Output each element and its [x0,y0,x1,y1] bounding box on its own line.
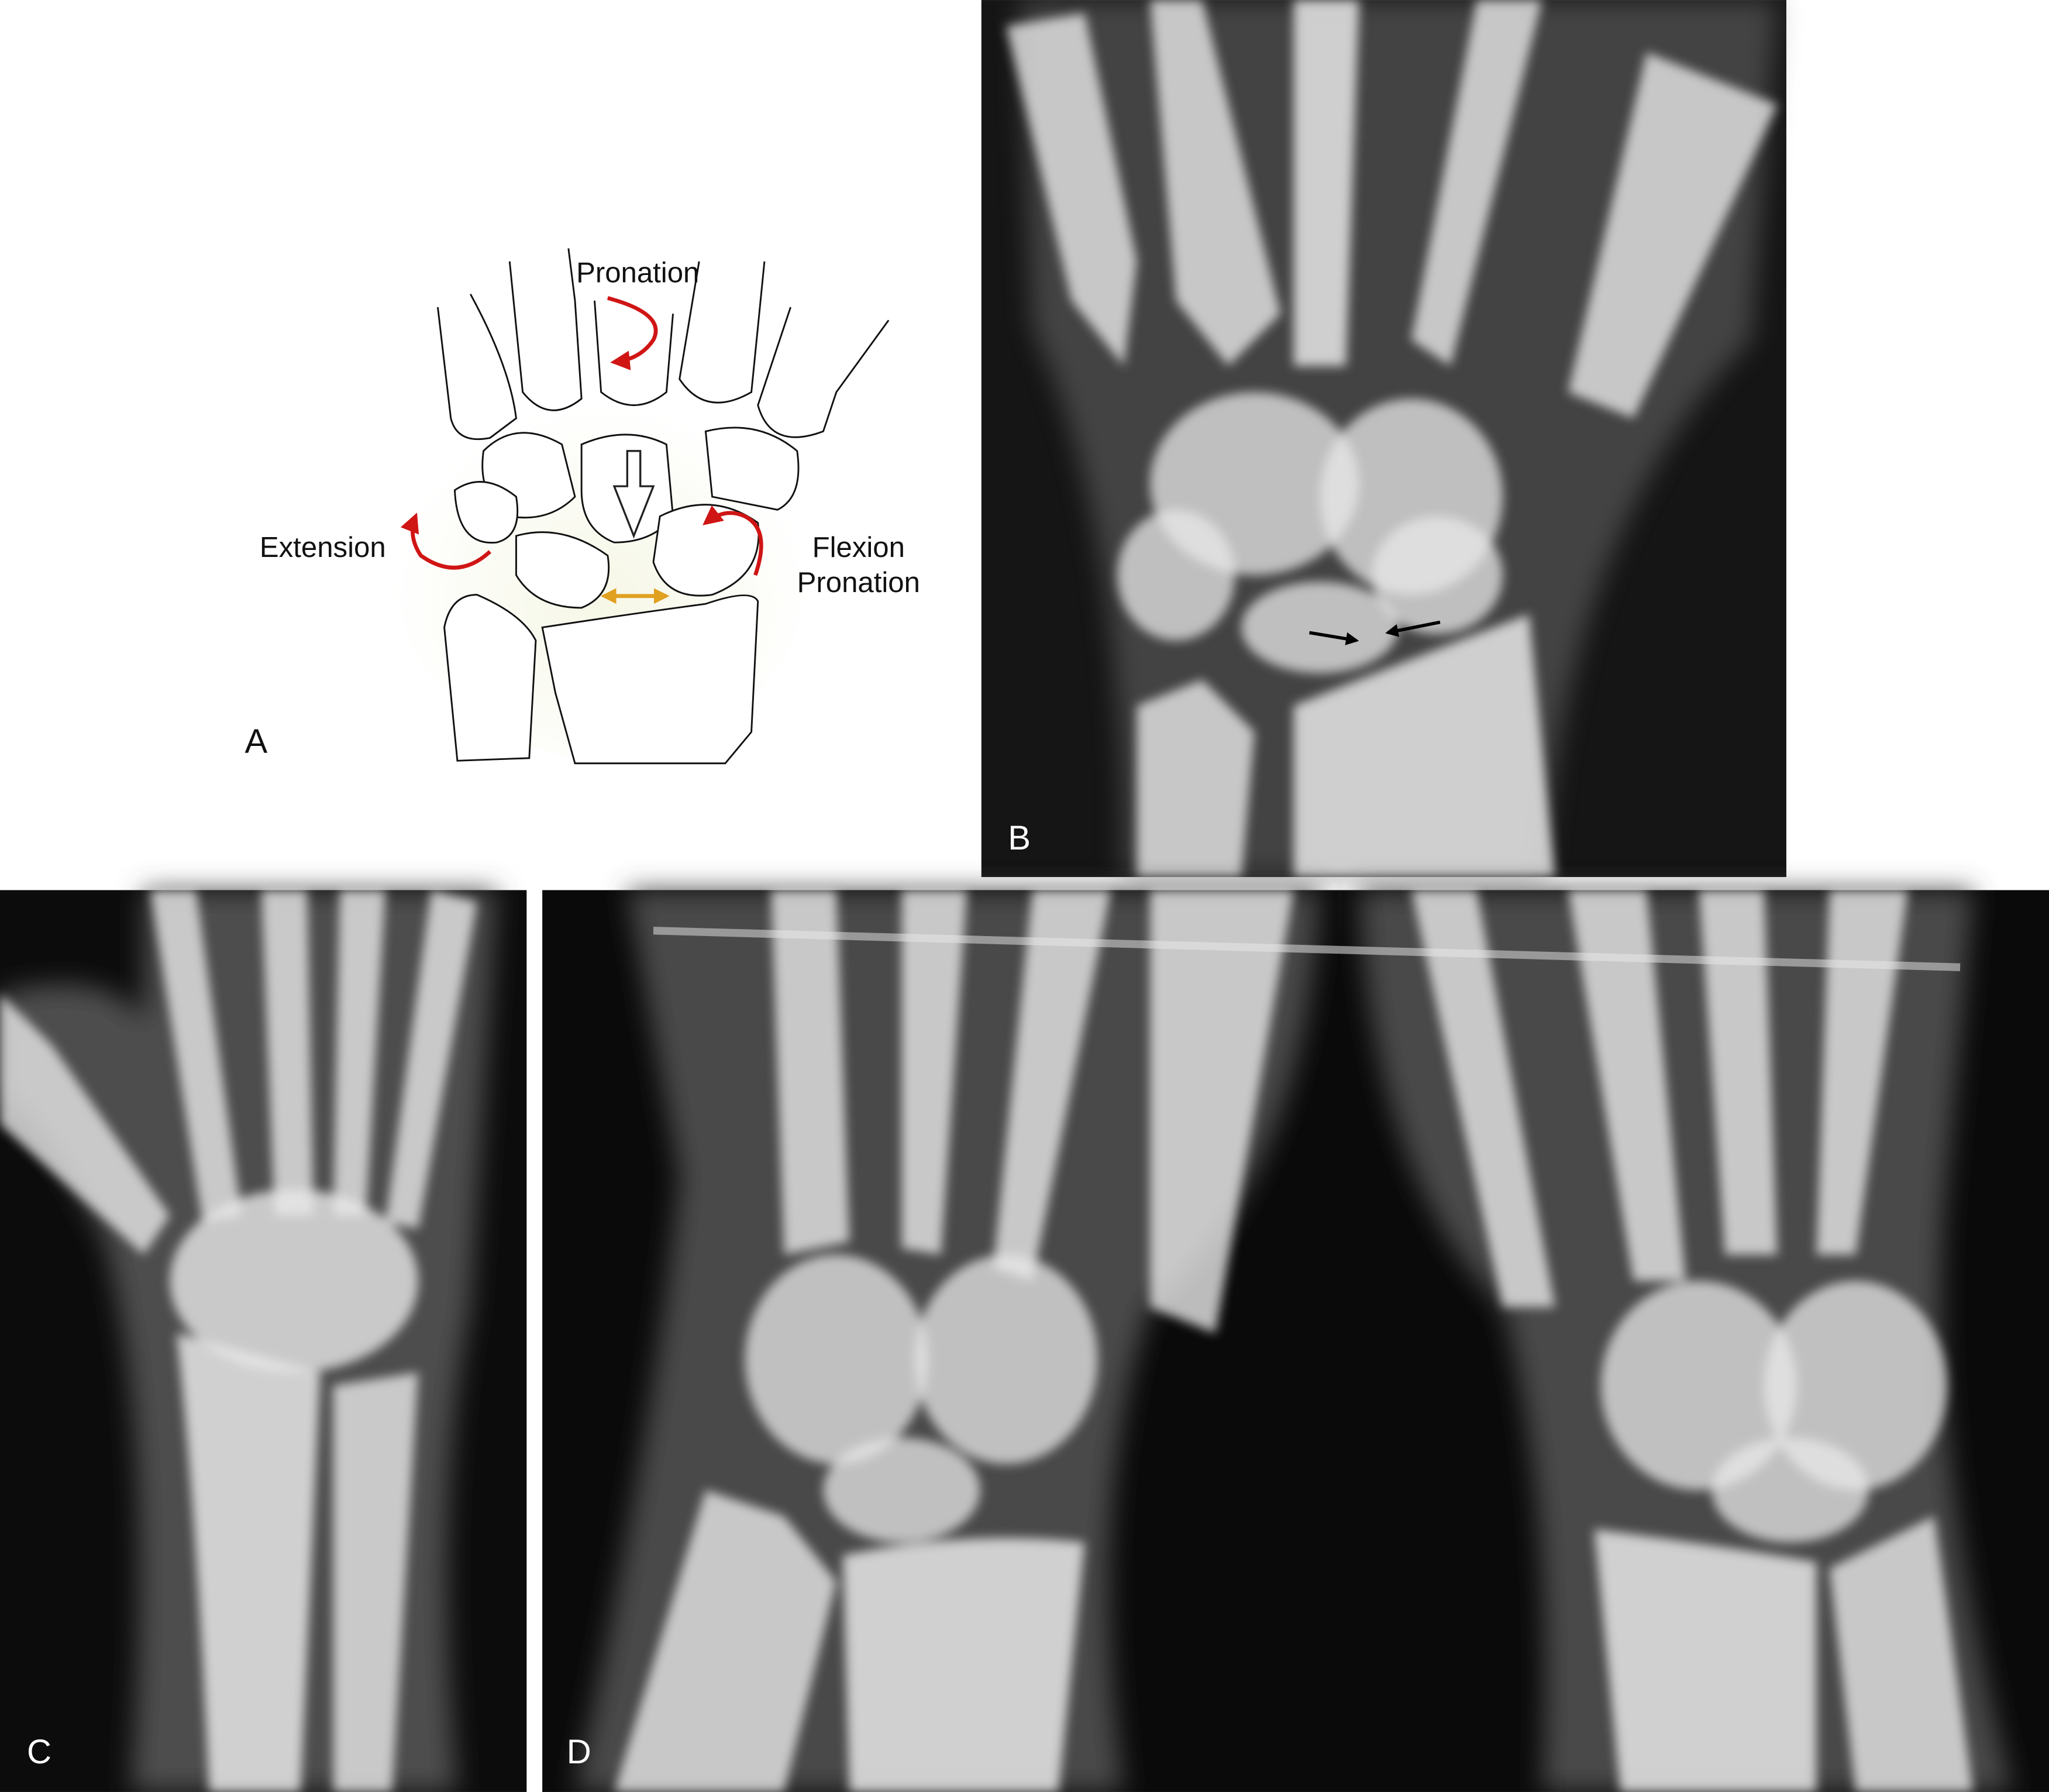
radius [541,594,759,765]
shape [1711,1437,1869,1543]
shape [1411,890,1555,1308]
rotation-arrow [400,513,492,570]
shape [914,1254,1098,1464]
shape [1293,0,1359,366]
shape [1699,890,1778,1255]
carpal [704,426,800,511]
metacarpal [679,261,766,404]
shape [0,993,170,1255]
shape [1568,890,1686,1281]
shape [170,1189,418,1373]
panel-label: C [27,1733,51,1771]
shape [901,890,967,1255]
shape [150,890,242,1222]
panel-c: C [0,890,527,1792]
panel-label: D [567,1733,591,1771]
metacarpal [757,307,890,438]
shape [823,1437,980,1543]
shape [1117,510,1235,641]
shape [385,890,477,1229]
shape [1594,1529,1817,1792]
shape [1829,1516,1974,1792]
shape [1006,13,1137,366]
shape [1411,0,1542,366]
rotation-arrow [607,296,658,370]
annotation: Extension [260,532,386,563]
pointer-arrow [1385,620,1441,637]
shape [1241,582,1399,673]
rotation-arrow [702,505,763,576]
shape [333,890,386,1216]
shape [1372,516,1503,634]
ulna [443,594,537,762]
shape [1149,0,1281,366]
pisiform [453,481,519,544]
panel-a: Pronation Extension Flexion Pronation A [245,248,920,765]
scaphoid [652,504,760,597]
shape [1293,614,1555,878]
shape [1137,679,1255,878]
bones [0,890,477,1792]
compression-arrow [612,450,655,539]
panel-b: B [981,0,1786,878]
shape [1600,1281,1797,1490]
metacarpal [594,300,674,407]
bones [1006,0,1778,878]
shape [333,1372,418,1792]
shape [614,1490,836,1792]
pointer-arrow [1309,631,1359,645]
metacarpal [436,294,517,441]
bones [614,890,1974,1792]
shape [745,1254,928,1464]
shape [993,890,1111,1281]
panel-d: D [542,890,2049,1792]
annotation: Pronation [797,567,920,599]
annotation: Flexion [812,532,905,563]
annotation: Pronation [576,257,699,289]
metacarpal [508,248,583,411]
panel-label: B [1008,819,1031,857]
shape [176,1333,321,1792]
shape [1816,890,1908,1255]
shape [1568,52,1778,418]
panel-label: A [245,723,268,761]
shape [1149,890,1294,1333]
lunate [515,531,610,609]
shape [1764,1281,1947,1490]
shape [842,1538,1085,1792]
shape [771,890,850,1255]
shape [261,890,314,1216]
